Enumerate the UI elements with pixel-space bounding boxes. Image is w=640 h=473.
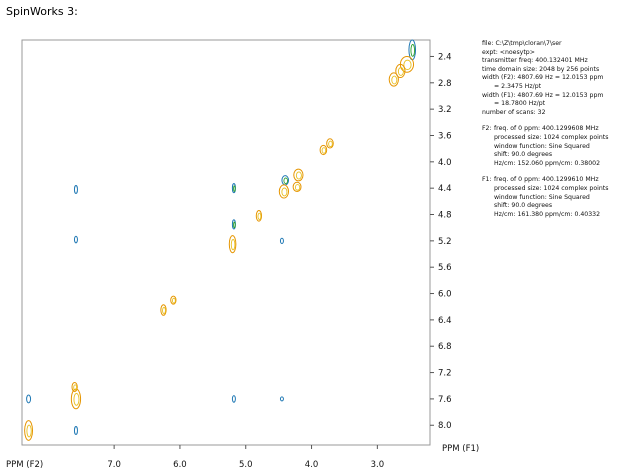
positive-contour-peak <box>73 426 78 435</box>
negative-contour-inner <box>328 140 333 148</box>
negative-contour-peak <box>160 304 167 316</box>
x-tick-label: 6.0 <box>173 460 187 470</box>
negative-contour-peak <box>319 144 328 156</box>
info-f2-hzcm: Hz/cm: 152.060 ppm/cm: 0.38002 <box>494 159 601 167</box>
x-tick-label: 5.0 <box>239 460 253 470</box>
positive-contour-inner <box>283 177 288 184</box>
info-scans: number of scans: 32 <box>482 108 546 116</box>
y-tick-label: 4.8 <box>438 211 452 221</box>
y-tick-label: 5.6 <box>438 263 452 273</box>
y-tick-label: 4.4 <box>438 184 452 194</box>
negative-contour-peak <box>395 63 406 79</box>
y-tick-label: 8.0 <box>438 421 452 431</box>
negative-contour-inner <box>171 297 176 304</box>
info-time-domain: time domain size: 2048 by 256 points <box>482 65 600 73</box>
negative-contour-inner <box>397 67 404 76</box>
positive-contour-peak <box>279 396 284 402</box>
positive-contour-inner <box>410 44 415 57</box>
positive-contour-peak <box>279 237 284 244</box>
x-tick-label: 4.0 <box>305 460 319 470</box>
info-f2-window: window function: Sine Squared <box>494 142 590 150</box>
info-f1-freq-text: freq. of 0 ppm: 400.1299610 MHz <box>494 176 599 184</box>
info-width-f2: width (F2): 4807.69 Hz = 12.0153 ppm <box>482 74 604 82</box>
negative-contour-peak <box>293 168 304 182</box>
acquisition-info-panel: file: C:\Z\tmp\cloran\7\ser expt: <noesy… <box>482 40 638 219</box>
negative-contour-peak <box>326 138 334 149</box>
negative-contour-inner <box>230 239 236 251</box>
y-tick-label: 7.6 <box>438 395 452 405</box>
y-tick-label: 6.0 <box>438 290 452 300</box>
negative-contour-inner <box>73 384 78 391</box>
info-file: file: C:\Z\tmp\cloran\7\ser <box>482 40 562 47</box>
negative-contour-peak <box>70 388 82 410</box>
y-tick-label: 3.6 <box>438 131 452 141</box>
info-f2-freq-text: freq. of 0 ppm: 400.1299608 MHz <box>494 125 599 133</box>
negative-contour-peak <box>24 420 34 441</box>
info-width-f2-pt: = 2.3475 Hz/pt <box>494 82 542 90</box>
negative-contour-peak <box>255 210 263 222</box>
info-f1-freq: F1: freq. of 0 ppm: 400.1299610 MHz <box>482 176 638 185</box>
y-tick-label: 7.2 <box>438 369 452 379</box>
info-transmitter: transmitter freq: 400.132401 MHz <box>482 57 588 65</box>
negative-contour-inner <box>391 75 398 85</box>
x-tick-label: 7.0 <box>107 460 121 470</box>
y-tick-label: 5.2 <box>438 237 452 247</box>
y-tick-label: 6.8 <box>438 342 452 352</box>
negative-contour-inner <box>281 187 288 197</box>
info-f1-shift: shift: 90.0 degrees <box>494 202 553 210</box>
info-f1-size: processed size: 1024 complex points <box>494 184 609 192</box>
info-width-f1-pt: = 18.7800 Hz/pt <box>494 100 546 108</box>
negative-contour-inner <box>26 424 32 438</box>
negative-contour-inner <box>403 59 412 71</box>
positive-contour-inner <box>233 185 236 192</box>
negative-contour-peak <box>292 181 302 192</box>
x-tick-label: 3.0 <box>371 460 385 470</box>
positive-contour-peak <box>73 235 78 244</box>
y-tick-label: 6.4 <box>438 316 452 326</box>
y-axis-label: PPM (F1) <box>442 444 479 454</box>
info-f2-freq: F2: freq. of 0 ppm: 400.1299608 MHz <box>482 125 638 134</box>
x-axis-label: PPM (F2) <box>6 460 43 470</box>
info-width-f1: width (F1): 4807.69 Hz = 12.0153 ppm <box>482 91 604 99</box>
y-tick-label: 2.8 <box>438 79 452 89</box>
positive-contour-peak <box>26 394 32 404</box>
negative-contour-inner <box>294 184 301 191</box>
negative-contour-inner <box>295 171 302 180</box>
positive-contour-peak <box>231 395 236 403</box>
y-tick-label: 2.4 <box>438 52 452 62</box>
info-f2-shift: shift: 90.0 degrees <box>494 151 553 159</box>
positive-contour-peak <box>73 185 78 194</box>
negative-contour-peak <box>228 235 237 254</box>
y-tick-label: 3.2 <box>438 105 452 115</box>
negative-contour-peak <box>71 381 78 393</box>
info-f2-prefix: F2: <box>482 125 492 133</box>
negative-contour-inner <box>162 306 166 315</box>
y-tick-label: 4.0 <box>438 158 452 168</box>
plot-frame <box>21 39 431 446</box>
negative-contour-peak <box>170 295 177 305</box>
info-f1-window: window function: Sine Squared <box>494 193 590 201</box>
app-title: SpinWorks 3: <box>6 5 78 18</box>
positive-contour-inner <box>233 221 236 229</box>
negative-contour-inner <box>321 147 327 154</box>
negative-contour-peak <box>388 72 399 87</box>
info-f1-hzcm: Hz/cm: 161.380 ppm/cm: 0.40332 <box>494 210 601 218</box>
info-f1-prefix: F1: <box>482 176 492 184</box>
negative-contour-inner <box>257 212 262 220</box>
info-expt: expt: <noesytp> <box>482 48 535 56</box>
negative-contour-peak <box>278 184 290 199</box>
info-f2-size: processed size: 1024 complex points <box>494 133 609 141</box>
negative-contour-inner <box>73 393 80 406</box>
